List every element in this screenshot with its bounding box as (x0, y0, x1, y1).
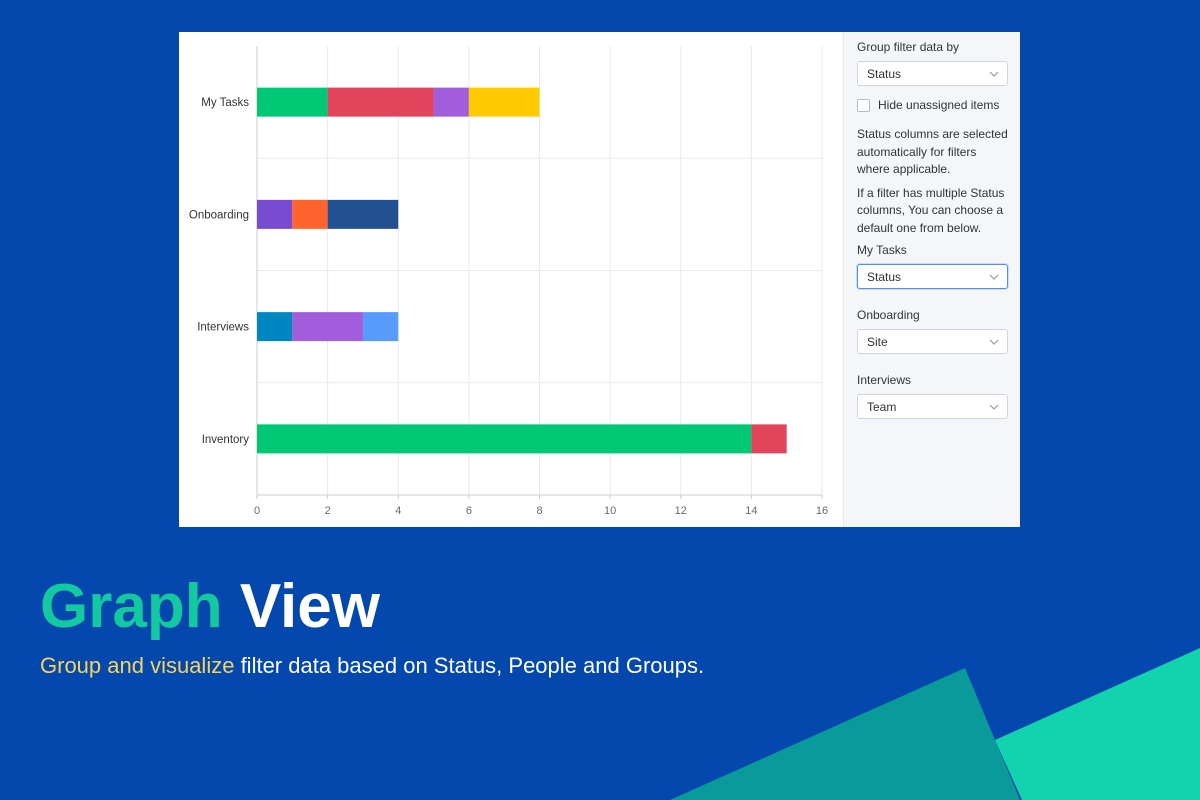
hero-title-rest: View (222, 572, 380, 641)
bar-segment (362, 312, 399, 342)
group-by-select[interactable]: Status (857, 61, 1008, 86)
chevron-down-icon (989, 71, 999, 77)
filter-my-tasks-select-value: Status (867, 269, 902, 284)
hero-title: Graph View (40, 572, 380, 642)
filter-my-tasks: My Tasks Status (857, 243, 1008, 289)
info-text-multiple-columns: If a filter has multiple Status columns,… (857, 185, 1005, 235)
background-teal-dark-shape (670, 668, 1020, 800)
group-by-label: Group filter data by (857, 40, 960, 54)
x-tick-label: 12 (675, 505, 687, 517)
hero-subtitle-accent: Group and visualize (40, 653, 235, 678)
x-tick-label: 10 (604, 505, 616, 517)
hero-subtitle: Group and visualize filter data based on… (40, 651, 704, 681)
hide-unassigned-checkbox[interactable] (857, 98, 870, 112)
x-tick-label: 14 (745, 505, 757, 517)
y-category-label: Interviews (197, 322, 249, 334)
x-tick-label: 2 (325, 505, 331, 517)
chevron-down-icon (989, 339, 999, 345)
filter-interviews-label: Interviews (857, 373, 912, 387)
bar-segment (257, 424, 752, 454)
bar-segment (468, 87, 540, 117)
filter-onboarding-label: Onboarding (857, 308, 920, 322)
bar-segment (327, 199, 399, 229)
hero-title-accent: Graph (40, 572, 223, 641)
bar-segment (751, 424, 787, 454)
bar-segment (327, 87, 434, 117)
group-by-select-value: Status (867, 66, 902, 81)
info-text-auto-select: Status columns are selected automaticall… (857, 127, 1008, 176)
bar-segment (433, 87, 469, 117)
hide-unassigned-label: Hide unassigned items (878, 98, 1000, 112)
chevron-down-icon (989, 404, 999, 410)
y-category-label: My Tasks (201, 97, 249, 109)
bar-segment (257, 87, 328, 117)
filter-interviews-select-value: Team (867, 399, 897, 414)
filter-interviews-select[interactable]: Team (857, 394, 1008, 419)
chevron-down-icon (989, 274, 999, 280)
hero-subtitle-rest: filter data based on Status, People and … (234, 653, 705, 678)
background-teal-light-shape (995, 648, 1200, 800)
filter-my-tasks-select[interactable]: Status (857, 264, 1008, 289)
chart-area: 0 2 4 6 8 10 12 14 16 My Tasks Onboarding Interview… (179, 32, 843, 527)
y-category-label: Inventory (202, 434, 250, 446)
x-tick-label: 0 (254, 505, 260, 517)
filter-interviews: Interviews Team (857, 373, 1008, 419)
filter-onboarding: Onboarding Site (857, 308, 1008, 354)
settings-sidebar: Group filter data by Status Hide unassig… (843, 32, 1020, 527)
stacked-bar-chart: 0 2 4 6 8 10 12 14 16 My Tasks Onboarding Interview… (189, 46, 828, 517)
x-tick-label: 4 (395, 505, 401, 517)
hide-unassigned-row[interactable]: Hide unassigned items (857, 98, 1008, 112)
bar-segment (292, 199, 328, 229)
filter-my-tasks-label: My Tasks (857, 243, 907, 257)
bar-segment (257, 199, 293, 229)
graph-view-panel: 0 2 4 6 8 10 12 14 16 My Tasks Onboarding Interview… (179, 32, 1020, 527)
x-tick-label: 6 (466, 505, 472, 517)
x-tick-label: 8 (536, 505, 542, 517)
bar-segment (257, 312, 293, 342)
filter-onboarding-select-value: Site (867, 334, 888, 349)
x-tick-label: 16 (816, 505, 828, 517)
y-category-label: Onboarding (189, 209, 249, 221)
bar-segment (292, 312, 363, 342)
filter-onboarding-select[interactable]: Site (857, 329, 1008, 354)
